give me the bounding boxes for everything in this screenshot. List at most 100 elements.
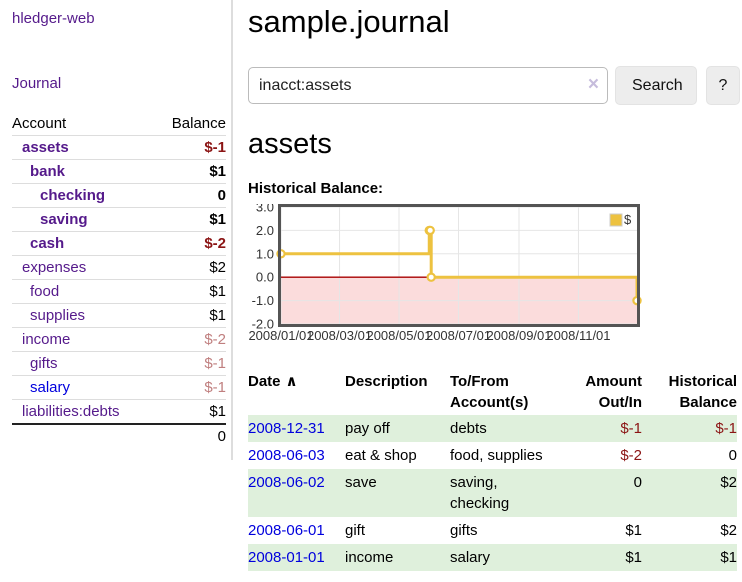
svg-text:-1.0: -1.0 <box>252 293 274 308</box>
transaction-date-link[interactable]: 2008-06-03 <box>248 447 325 464</box>
transaction-date-link[interactable]: 2008-06-01 <box>248 522 325 539</box>
account-link-salary[interactable]: salary <box>30 379 71 396</box>
account-balance: $1 <box>160 207 226 232</box>
account-row: assets $-1 <box>12 135 226 160</box>
transaction-description: gift <box>345 522 366 539</box>
svg-text:2008/05/01: 2008/05/01 <box>366 328 431 343</box>
transaction-date-link[interactable]: 2008-12-31 <box>248 420 325 437</box>
account-link-bank[interactable]: bank <box>30 163 66 180</box>
transaction-balance: $1 <box>720 549 737 566</box>
transaction-accounts: saving, checking <box>450 474 510 512</box>
account-balance: $-1 <box>160 375 226 400</box>
svg-text:2008/09/01: 2008/09/01 <box>486 328 551 343</box>
transactions-header-row: Date ∧ Description To/From Account(s) Amo… <box>248 369 737 415</box>
transaction-balance: $-1 <box>715 420 737 437</box>
column-header-amount: Amount Out/In <box>585 373 642 411</box>
transaction-description: income <box>345 549 394 566</box>
main-content: sample.journal × Search ? assets Histori… <box>248 0 742 571</box>
account-link-income[interactable]: income <box>22 331 71 348</box>
search-input[interactable] <box>248 67 608 104</box>
account-row: bank $1 <box>12 159 226 184</box>
transaction-accounts: food, supplies <box>450 447 543 464</box>
transaction-date-link[interactable]: 2008-01-01 <box>248 549 325 566</box>
accounts-header-balance: Balance <box>171 115 226 132</box>
chart-label: Historical Balance: <box>248 180 384 197</box>
account-link-supplies[interactable]: supplies <box>30 307 86 324</box>
transaction-row: 2008-06-01 gift gifts $1 $2 <box>248 517 737 544</box>
account-link-gifts[interactable]: gifts <box>30 355 58 372</box>
transaction-row: 2008-06-02 save saving, checking 0 $2 <box>248 469 737 517</box>
transaction-row: 2008-06-03 eat & shop food, supplies $-2 0 <box>248 442 737 469</box>
account-row: expenses $2 <box>12 255 226 280</box>
column-header-balance: Historical Balance <box>668 373 737 411</box>
account-balance: $-2 <box>160 231 226 256</box>
account-balance: $2 <box>160 255 226 280</box>
accounts-table-body: assets $-1 bank $1 checking 0 saving $1 cash $-2 e… <box>12 135 226 424</box>
account-balance: 0 <box>160 183 226 208</box>
account-row: supplies $1 <box>12 303 226 328</box>
account-row: liabilities:debts $1 <box>12 399 226 424</box>
page-title: sample.journal <box>248 4 450 39</box>
column-header-tofrom: To/From Account(s) <box>450 373 529 411</box>
accounts-total-value: 0 <box>160 423 226 448</box>
clear-search-icon[interactable]: × <box>587 74 599 95</box>
transaction-date-link[interactable]: 2008-06-02 <box>248 474 325 491</box>
transaction-balance: $2 <box>720 522 737 539</box>
transaction-description: pay off <box>345 420 390 437</box>
account-link-expenses[interactable]: expenses <box>22 259 87 276</box>
account-row: gifts $-1 <box>12 351 226 376</box>
search-form: × Search ? <box>248 66 742 105</box>
transaction-amount: 0 <box>633 474 642 491</box>
svg-text:1.0: 1.0 <box>256 246 274 261</box>
account-balance: $-1 <box>160 135 226 160</box>
accounts-header-row: Account Balance <box>12 112 226 136</box>
svg-text:2.0: 2.0 <box>256 223 274 238</box>
help-button[interactable]: ? <box>706 66 740 105</box>
account-row: saving $1 <box>12 207 226 232</box>
account-link-saving[interactable]: saving <box>40 211 88 228</box>
account-row: checking 0 <box>12 183 226 208</box>
account-link-checking[interactable]: checking <box>40 187 106 204</box>
transaction-row: 2008-12-31 pay off debts $-1 $-1 <box>248 415 737 442</box>
column-header-date[interactable]: Date ∧ <box>248 369 345 415</box>
account-row: salary $-1 <box>12 375 226 400</box>
account-row: food $1 <box>12 279 226 304</box>
svg-text:2008/11/01: 2008/11/01 <box>546 328 610 343</box>
search-button[interactable]: Search <box>615 66 697 105</box>
account-row: income $-2 <box>12 327 226 352</box>
transaction-description: eat & shop <box>345 447 417 464</box>
svg-text:0.0: 0.0 <box>256 270 274 285</box>
sort-ascending-icon: ∧ <box>285 373 298 390</box>
date-header-label: Date <box>248 373 281 390</box>
account-balance: $-1 <box>160 351 226 376</box>
historical-balance-chart: 3.0 2.0 1.0 0.0 -1.0 -2.02008/01/012008/03/01… <box>248 200 642 343</box>
transactions-table: Date ∧ Description To/From Account(s) Amo… <box>248 369 737 571</box>
account-balance: $1 <box>160 279 226 304</box>
transaction-amount: $-1 <box>620 420 642 437</box>
chart-container: 3.0 2.0 1.0 0.0 -1.0 -2.0 2008/01/01 2008/03/01… <box>248 200 742 351</box>
column-header-description: Description <box>345 373 428 390</box>
transaction-amount: $1 <box>625 549 642 566</box>
transaction-amount: $-2 <box>620 447 642 464</box>
svg-text:2008/07/01: 2008/07/01 <box>426 328 491 343</box>
svg-text:-2.0: -2.0 <box>252 317 274 332</box>
transaction-accounts: salary <box>450 549 491 566</box>
accounts-total-spacer <box>12 423 161 448</box>
accounts-header-account: Account <box>12 115 67 132</box>
account-balance: $1 <box>160 159 226 184</box>
accounts-table: Account Balance assets $-1 bank $1 checking 0… <box>12 112 226 448</box>
account-link-cash[interactable]: cash <box>30 235 65 252</box>
account-link-assets[interactable]: assets <box>22 139 69 156</box>
account-heading: assets <box>248 128 332 160</box>
transaction-accounts: debts <box>450 420 487 437</box>
account-link-food[interactable]: food <box>30 283 60 300</box>
account-link-liabilities:debts[interactable]: liabilities:debts <box>22 403 120 420</box>
transaction-balance: 0 <box>728 447 737 464</box>
sidebar-item-journal[interactable]: Journal <box>12 75 62 92</box>
app-title-link[interactable]: hledger-web <box>12 10 95 27</box>
transactions-table-body: 2008-12-31 pay off debts $-1 $-1 2008-06-03 ea… <box>248 415 737 571</box>
svg-text:2008/01/01: 2008/01/01 <box>248 328 313 343</box>
transaction-row: 2008-01-01 income salary $1 $1 <box>248 544 737 571</box>
transaction-description: save <box>345 474 377 491</box>
transaction-amount: $1 <box>625 522 642 539</box>
